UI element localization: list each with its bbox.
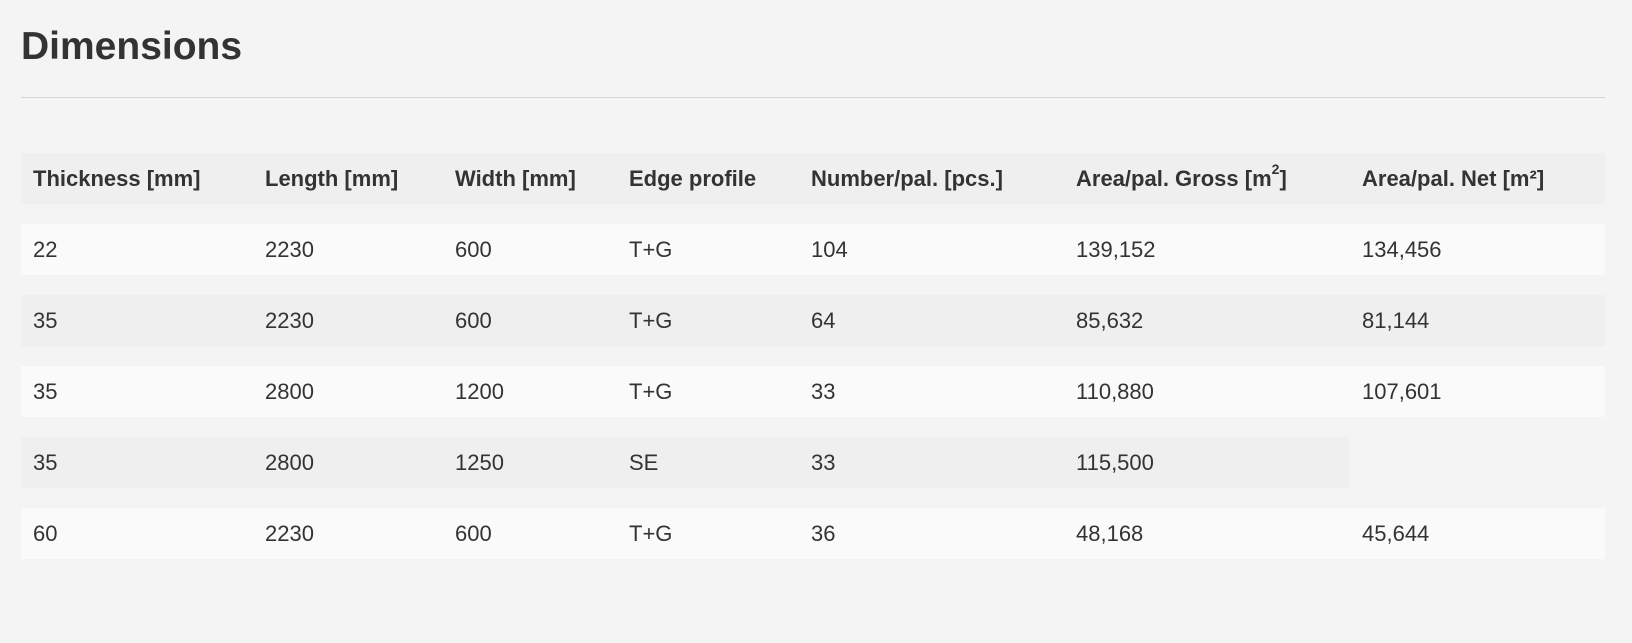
- cell-thickness: 35: [33, 379, 58, 404]
- table-row: 22 2230 600 T+G 104 139,152 134,456: [21, 224, 1605, 275]
- cell-thickness: 22: [33, 237, 58, 262]
- cell-width: 600: [455, 521, 492, 546]
- cell-width: 1200: [455, 379, 504, 404]
- cell-area-gross: 110,880: [1076, 379, 1154, 404]
- header-row-background: [21, 153, 1605, 204]
- cell-length: 2800: [265, 379, 314, 404]
- cell-edge-profile: SE: [629, 450, 659, 475]
- cell-area-net: 134,456: [1362, 237, 1442, 262]
- dimensions-table: Thickness [mm] Length [mm] Width [mm] Ed…: [21, 153, 1605, 579]
- cell-edge-profile: T+G: [629, 521, 673, 546]
- row-background: [21, 295, 1605, 346]
- cell-length: 2800: [265, 450, 314, 475]
- cell-length: 2230: [265, 237, 314, 262]
- row-background: [21, 224, 1605, 275]
- cell-thickness: 35: [33, 450, 58, 475]
- cell-thickness: 60: [33, 521, 58, 546]
- cell-length: 2230: [265, 521, 314, 546]
- header-area-gross-label: Area/pal. Gross [m: [1076, 166, 1272, 191]
- header-number-per-pallet: Number/pal. [pcs.]: [811, 166, 1003, 191]
- table-row: 35 2800 1200 T+G 33 110,880 107,601: [21, 366, 1605, 417]
- cell-area-gross: 139,152: [1076, 237, 1156, 262]
- table-header-row: Thickness [mm] Length [mm] Width [mm] Ed…: [21, 153, 1605, 204]
- cell-area-gross: 85,632: [1076, 308, 1144, 333]
- cell-area-net: 45,644: [1362, 521, 1430, 546]
- cell-edge-profile: T+G: [629, 379, 673, 404]
- table-row: 35 2230 600 T+G 64 85,632 81,144: [21, 295, 1605, 346]
- section-title: Dimensions: [21, 25, 243, 68]
- table-row: 35 2800 1250 SE 33 115,500: [21, 437, 1605, 488]
- cell-area-net: 107,601: [1362, 379, 1442, 404]
- cell-edge-profile: T+G: [629, 237, 673, 262]
- header-thickness: Thickness [mm]: [33, 166, 201, 191]
- header-width: Width [mm]: [455, 166, 576, 191]
- header-length: Length [mm]: [265, 166, 399, 191]
- header-edge-profile: Edge profile: [629, 166, 757, 191]
- cell-number-per-pallet: 33: [811, 379, 836, 404]
- row-background: [21, 508, 1605, 559]
- cell-width: 600: [455, 237, 492, 262]
- cell-thickness: 35: [33, 308, 58, 333]
- row-background: [21, 366, 1605, 417]
- cell-length: 2230: [265, 308, 314, 333]
- cell-number-per-pallet: 33: [811, 450, 836, 475]
- header-area-gross-close: ]: [1279, 166, 1287, 191]
- cell-width: 600: [455, 308, 492, 333]
- title-divider: [21, 97, 1605, 98]
- cell-edge-profile: T+G: [629, 308, 673, 333]
- cell-area-gross: 115,500: [1076, 450, 1154, 475]
- header-area-net: Area/pal. Net [m²]: [1362, 166, 1545, 191]
- cell-number-per-pallet: 64: [811, 308, 836, 333]
- cell-area-net: 81,144: [1362, 308, 1430, 333]
- cell-width: 1250: [455, 450, 504, 475]
- row-background: [21, 437, 1349, 488]
- cell-number-per-pallet: 36: [811, 521, 836, 546]
- header-area-gross: Area/pal. Gross [m2]: [1076, 153, 1287, 204]
- cell-area-gross: 48,168: [1076, 521, 1144, 546]
- cell-number-per-pallet: 104: [811, 237, 848, 262]
- header-area-gross-superscript: 2: [1271, 160, 1280, 177]
- table-row: 60 2230 600 T+G 36 48,168 45,644: [21, 508, 1605, 559]
